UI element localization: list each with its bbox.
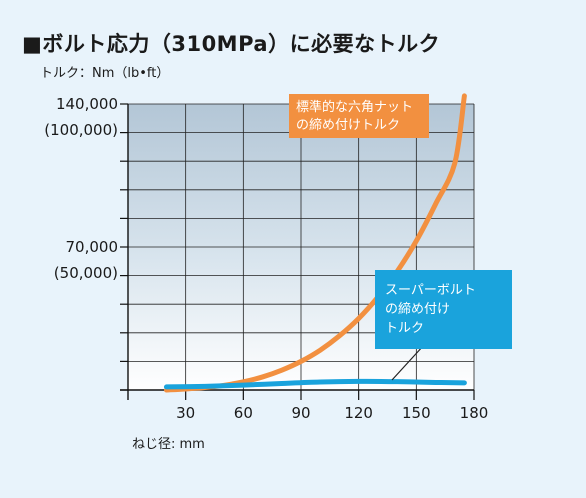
x-tick-label: 150 [402, 404, 431, 422]
x-axis-label: ねじ径: mm [132, 437, 205, 452]
superbolt-leader-line [391, 344, 425, 381]
superbolt-series-label: の締め付け [385, 301, 450, 317]
y-tick-sublabel: (50,000) [54, 264, 118, 282]
superbolt-torque-line [163, 378, 467, 390]
standard-series-label: の締め付けトルク [296, 117, 400, 133]
x-tick-label: 180 [460, 404, 489, 422]
superbolt-series-label: トルク [385, 321, 424, 336]
x-tick-label: 60 [234, 404, 253, 422]
axes: 30 60 90 120 150 180 140,000 (100,000) 70,000 (50… [44, 95, 488, 452]
x-tick-label: 120 [344, 404, 373, 422]
superbolt-series-label: スーパーボルト [385, 283, 476, 298]
chart-title: ■ボルト応力（310MPa）に必要なトルク [22, 32, 441, 56]
y-tick-label: 140,000 [56, 95, 118, 113]
series-lines [163, 93, 467, 393]
x-tick-label: 30 [176, 404, 195, 422]
superbolt-series-label-box [375, 270, 512, 349]
standard-series-label: 標準的な六角ナット [296, 99, 413, 115]
y-tick-sublabel: (100,000) [44, 121, 118, 139]
y-axis-unit-label: トルク：Nm（lb•ft） [40, 66, 170, 81]
x-tick-label: 90 [291, 404, 310, 422]
standard-series-label-box [289, 94, 429, 138]
y-tick-label: 70,000 [66, 238, 119, 256]
